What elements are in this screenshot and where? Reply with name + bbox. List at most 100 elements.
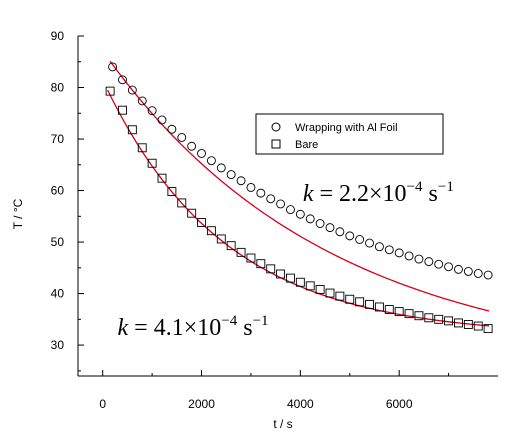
data-point-al-foil — [226, 170, 236, 180]
rate-constant-annotation-0: k = 2.2×10−4 s−1 — [303, 179, 454, 207]
data-point-al-foil — [197, 149, 206, 158]
data-point-al-foil — [127, 85, 137, 95]
x-tick-label: 2000 — [188, 397, 215, 411]
y-tick-label: 70 — [51, 132, 65, 146]
data-point-al-foil — [374, 242, 384, 252]
data-point-bare — [197, 218, 206, 227]
data-point-bare — [295, 277, 305, 287]
data-point-bare — [187, 208, 197, 218]
legend: Wrapping with Al Foil Bare — [255, 113, 444, 155]
data-point-al-foil — [483, 270, 493, 280]
data-point-al-foil — [206, 156, 216, 166]
data-point-bare — [226, 241, 236, 251]
data-point-al-foil — [177, 133, 187, 142]
data-point-al-foil — [315, 219, 325, 228]
data-point-bare — [216, 234, 226, 244]
data-point-al-foil — [335, 227, 345, 237]
data-point-al-foil — [434, 259, 444, 269]
data-point-bare — [384, 305, 394, 314]
data-point-al-foil — [424, 257, 434, 267]
legend-box — [255, 113, 444, 155]
data-point-al-foil — [305, 214, 315, 224]
data-point-bare — [266, 264, 276, 274]
data-point-bare — [394, 307, 404, 317]
data-point-al-foil — [167, 124, 177, 134]
data-point-al-foil — [216, 163, 226, 173]
x-axis-label: t / s — [273, 417, 292, 431]
data-point-bare — [127, 125, 137, 135]
data-point-al-foil — [147, 106, 157, 116]
data-point-al-foil — [236, 176, 246, 186]
data-point-al-foil — [394, 248, 404, 258]
legend-circle-marker — [271, 122, 281, 132]
data-point-al-foil — [325, 223, 335, 233]
data-point-al-foil — [355, 235, 365, 244]
data-point-bare — [236, 247, 246, 257]
data-point-bare — [374, 302, 384, 312]
data-point-bare — [177, 198, 187, 208]
data-point-al-foil — [108, 62, 118, 72]
data-markers — [105, 62, 493, 334]
rate-constant-annotations: k = 2.2×10−4 s−1 k = 4.1×10−4 s−1 — [118, 179, 454, 341]
data-point-al-foil — [384, 245, 394, 255]
y-tick-label: 60 — [51, 184, 65, 198]
x-tick-label: 6000 — [386, 397, 413, 411]
data-point-bare — [463, 320, 473, 329]
y-tick-label: 30 — [51, 338, 65, 352]
data-point-al-foil — [444, 262, 454, 272]
x-axis-ticks: 0 2000 4000 6000 — [99, 370, 450, 411]
data-point-bare — [137, 143, 147, 153]
y-axis-ticks: 30 40 50 60 70 80 90 — [51, 29, 84, 372]
data-point-al-foil — [137, 96, 147, 106]
data-point-bare — [434, 314, 444, 324]
data-point-al-foil — [473, 269, 483, 278]
data-point-al-foil — [276, 199, 286, 209]
data-point-bare — [315, 285, 325, 294]
fit-curve-bare — [107, 89, 490, 327]
legend-entry-al-foil: Wrapping with Al Foil — [295, 122, 398, 134]
data-point-bare — [118, 105, 127, 115]
legend-entry-bare: Bare — [295, 139, 318, 151]
data-point-bare — [355, 297, 365, 307]
y-tick-label: 50 — [51, 235, 65, 249]
data-point-al-foil — [256, 188, 266, 198]
x-tick-label: 4000 — [287, 397, 314, 411]
y-axis-label: T / °C — [11, 198, 25, 229]
data-point-al-foil — [345, 231, 355, 241]
data-point-bare — [404, 309, 414, 319]
data-point-bare — [325, 288, 335, 298]
data-point-bare — [454, 318, 463, 328]
data-point-bare — [444, 316, 454, 326]
data-point-al-foil — [365, 238, 374, 248]
fit-curve-al-foil — [109, 60, 490, 312]
data-point-bare — [335, 291, 345, 301]
y-tick-label: 90 — [51, 29, 65, 43]
data-point-bare — [206, 226, 216, 236]
data-point-al-foil — [286, 205, 295, 215]
data-point-al-foil — [118, 75, 127, 85]
fit-curves — [107, 60, 490, 327]
data-point-bare — [286, 273, 295, 283]
data-point-bare — [424, 313, 434, 323]
data-point-al-foil — [266, 194, 276, 204]
data-point-bare — [473, 321, 483, 331]
data-point-al-foil — [454, 264, 463, 274]
data-point-bare — [365, 299, 374, 309]
data-point-al-foil — [246, 183, 256, 192]
data-point-bare — [276, 269, 286, 279]
legend-square-marker — [271, 139, 281, 149]
data-point-bare — [157, 173, 167, 183]
data-point-bare — [147, 158, 157, 168]
data-point-bare — [483, 324, 493, 334]
data-point-al-foil — [295, 209, 305, 219]
data-point-al-foil — [414, 254, 424, 264]
rate-constant-annotation-1: k = 4.1×10−4 s−1 — [118, 313, 269, 341]
data-point-al-foil — [404, 251, 414, 261]
data-point-bare — [167, 187, 177, 197]
y-tick-label: 80 — [51, 81, 65, 95]
data-point-bare — [305, 281, 315, 291]
y-tick-label: 40 — [51, 287, 65, 301]
data-point-bare — [105, 86, 115, 96]
data-point-al-foil — [463, 266, 473, 276]
